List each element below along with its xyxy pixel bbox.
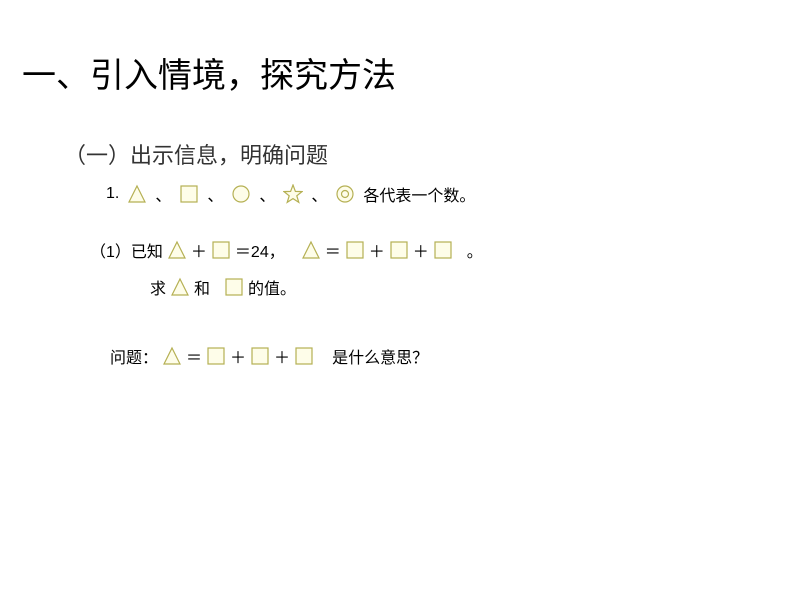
square-icon	[294, 346, 314, 366]
line3-suffix: 的值。	[248, 275, 296, 299]
line1-suffix: 各代表一个数。	[363, 182, 475, 206]
plus-sign: ＋	[230, 344, 246, 368]
equals-sign: ＝	[325, 238, 341, 262]
separator: 、	[155, 182, 171, 206]
subtitle: （一）出示信息，明确问题	[64, 138, 328, 170]
star-icon	[283, 184, 303, 204]
plus-sign: ＋	[274, 344, 290, 368]
square-icon	[433, 240, 453, 260]
square-icon	[224, 277, 244, 297]
and-text: 和	[194, 275, 210, 299]
equals-sign: ＝	[186, 344, 202, 368]
triangle-icon	[170, 277, 190, 297]
separator: 、	[207, 182, 223, 206]
period: 。	[467, 238, 483, 262]
line4-suffix: 是什么意思？	[332, 344, 428, 368]
square-icon	[211, 240, 231, 260]
donut-icon	[335, 184, 355, 204]
plus-sign: ＋	[369, 238, 385, 262]
triangle-icon	[127, 184, 147, 204]
line-1: 1. 、 、 、 、 各代表一个数。	[106, 182, 475, 206]
triangle-icon	[167, 240, 187, 260]
line3-prefix: 求	[150, 275, 166, 299]
triangle-icon	[162, 346, 182, 366]
line-3: 求 和 的值。	[150, 275, 296, 299]
square-icon	[179, 184, 199, 204]
plus-sign: ＋	[413, 238, 429, 262]
circle-icon	[231, 184, 251, 204]
square-icon	[345, 240, 365, 260]
line1-prefix: 1.	[106, 185, 119, 203]
line2-prefix: （1）已知	[90, 238, 163, 262]
line-2: （1）已知 ＋ ＝24， ＝ ＋ ＋ 。	[90, 238, 483, 262]
main-title: 一、引入情境，探究方法	[22, 48, 396, 97]
square-icon	[206, 346, 226, 366]
separator: 、	[259, 182, 275, 206]
line4-prefix: 问题：	[110, 344, 158, 368]
triangle-icon	[301, 240, 321, 260]
equals-24: ＝24，	[235, 238, 285, 262]
separator: 、	[311, 182, 327, 206]
square-icon	[250, 346, 270, 366]
plus-sign: ＋	[191, 238, 207, 262]
line-4: 问题： ＝ ＋ ＋ 是什么意思？	[110, 344, 428, 368]
square-icon	[389, 240, 409, 260]
